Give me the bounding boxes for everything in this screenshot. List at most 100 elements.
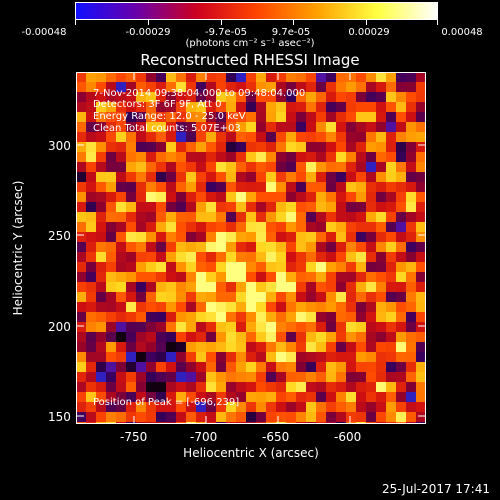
image-pixel (266, 412, 276, 422)
image-pixel (316, 342, 326, 352)
image-pixel (186, 72, 196, 82)
image-pixel (316, 312, 326, 322)
image-pixel (316, 282, 326, 292)
image-pixel (96, 182, 106, 192)
image-pixel (96, 92, 106, 102)
image-pixel (206, 322, 216, 332)
image-pixel (336, 322, 346, 332)
image-pixel (376, 192, 386, 202)
image-pixel (196, 172, 206, 182)
image-pixel (96, 382, 106, 392)
image-pixel (226, 82, 236, 92)
image-pixel (336, 142, 346, 152)
image-pixel (356, 142, 366, 152)
image-pixel (156, 342, 166, 352)
image-pixel (156, 242, 166, 252)
image-pixel (86, 242, 96, 252)
image-pixel (216, 182, 226, 192)
colorbar-tick-mark (221, 20, 222, 25)
image-pixel (116, 162, 126, 172)
image-pixel (206, 332, 216, 342)
image-pixel (136, 392, 146, 402)
image-pixel (136, 92, 146, 102)
image-pixel (406, 202, 416, 212)
image-pixel (416, 182, 426, 192)
image-pixel (156, 82, 166, 92)
image-pixel (366, 102, 376, 112)
image-pixel (226, 182, 236, 192)
image-pixel (86, 92, 96, 102)
image-pixel (406, 302, 416, 312)
image-pixel (226, 242, 236, 252)
image-pixel (286, 122, 296, 132)
image-pixel (166, 192, 176, 202)
image-pixel (86, 352, 96, 362)
image-pixel (316, 252, 326, 262)
image-pixel (106, 352, 116, 362)
image-pixel (336, 352, 346, 362)
image-pixel (406, 262, 416, 272)
image-pixel (316, 112, 326, 122)
image-pixel (316, 132, 326, 142)
image-pixel (296, 372, 306, 382)
image-pixel (196, 72, 206, 82)
image-pixel (236, 122, 246, 132)
image-pixel (176, 282, 186, 292)
image-pixel (96, 342, 106, 352)
image-pixel (236, 382, 246, 392)
image-pixel (246, 262, 256, 272)
image-pixel (346, 162, 356, 172)
image-pixel (416, 102, 426, 112)
image-pixel (216, 122, 226, 132)
colorbar-tick-mark (148, 20, 149, 25)
image-pixel (336, 82, 346, 92)
image-pixel (336, 132, 346, 142)
x-axis-label: Heliocentric X (arcsec) (183, 446, 319, 460)
image-pixel (296, 182, 306, 192)
image-pixel (196, 332, 206, 342)
image-pixel (226, 372, 236, 382)
image-pixel (116, 392, 126, 402)
image-pixel (406, 242, 416, 252)
image-pixel (346, 272, 356, 282)
image-pixel (286, 392, 296, 402)
image-pixel (376, 82, 386, 92)
image-pixel (136, 122, 146, 132)
image-pixel (366, 132, 376, 142)
image-pixel (256, 112, 266, 122)
image-pixel (216, 282, 226, 292)
image-pixel (246, 392, 256, 402)
image-pixel (356, 162, 366, 172)
image-pixel (296, 192, 306, 202)
image-pixel (256, 352, 266, 362)
image-pixel (206, 252, 216, 262)
image-pixel (156, 252, 166, 262)
image-pixel (326, 142, 336, 152)
image-pixel (146, 222, 156, 232)
image-pixel (406, 112, 416, 122)
image-pixel (356, 242, 366, 252)
image-pixel (326, 72, 336, 82)
image-pixel (176, 132, 186, 142)
image-pixel (206, 182, 216, 192)
image-pixel (136, 242, 146, 252)
image-pixel (256, 202, 266, 212)
image-pixel (336, 392, 346, 402)
image-pixel (176, 152, 186, 162)
colorbar-tick-label: 0.00029 (348, 27, 390, 38)
image-pixel (406, 182, 416, 192)
image-pixel (276, 132, 286, 142)
image-pixel (396, 392, 406, 402)
image-pixel (206, 172, 216, 182)
image-pixel (386, 292, 396, 302)
image-pixel (406, 162, 416, 172)
image-pixel (356, 252, 366, 262)
image-pixel (116, 312, 126, 322)
image-pixel (386, 192, 396, 202)
image-pixel (96, 312, 106, 322)
image-pixel (366, 282, 376, 292)
image-pixel (326, 362, 336, 372)
image-pixel (226, 322, 236, 332)
image-pixel (86, 82, 96, 92)
image-pixel (226, 342, 236, 352)
